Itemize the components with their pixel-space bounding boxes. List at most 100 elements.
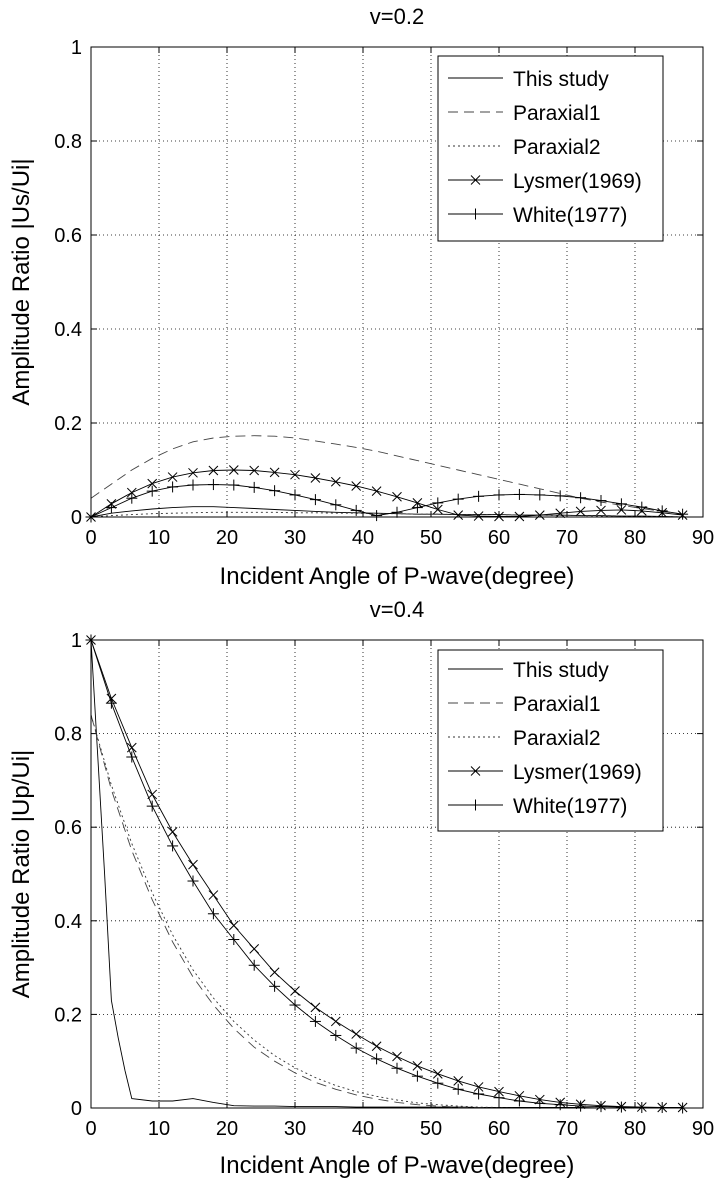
x-tick-label: 90 xyxy=(692,527,714,549)
y-tick-label: 0 xyxy=(71,507,82,529)
data-point-marker xyxy=(249,944,260,954)
y-tick-label: 0.6 xyxy=(54,225,82,247)
x-tick-labels: 0 10 20 30 40 50 60 70 80 90 xyxy=(85,1118,714,1140)
series-line-3 xyxy=(90,714,683,1109)
data-point-marker xyxy=(330,1016,341,1027)
data-point-marker xyxy=(310,1002,321,1013)
data-point-marker xyxy=(391,1062,403,1074)
data-point-marker xyxy=(248,959,260,971)
data-point-marker xyxy=(228,934,240,946)
chart-title: v=0.4 xyxy=(370,597,424,622)
x-tick-label: 30 xyxy=(284,527,306,549)
legend-label: Paraxial2 xyxy=(513,136,601,159)
data-point-marker xyxy=(493,489,505,501)
data-point-marker xyxy=(188,859,198,870)
x-axis-label: Incident Angle of P-wave(degree) xyxy=(220,1152,575,1179)
x-tick-label: 30 xyxy=(284,1118,306,1140)
plot-frame xyxy=(90,639,704,1109)
data-point-marker xyxy=(248,481,260,493)
y-tick-label: 0.4 xyxy=(54,911,82,933)
data-point-marker xyxy=(473,511,484,521)
data-point-marker xyxy=(167,827,178,837)
x-tick-label: 10 xyxy=(148,527,170,549)
data-point-marker xyxy=(146,800,158,812)
legend: This study Paraxial1 Paraxial2 Lysmer(19… xyxy=(437,649,664,832)
data-point-marker xyxy=(595,495,607,507)
data-point-marker xyxy=(473,1082,484,1092)
data-point-marker xyxy=(228,920,239,931)
data-point-marker xyxy=(575,1100,587,1112)
x-tick-label: 0 xyxy=(85,1118,96,1140)
legend-label: Paraxial2 xyxy=(513,727,601,750)
data-point-marker xyxy=(493,1092,505,1104)
data-point-marker xyxy=(147,478,158,489)
legend: This study Paraxial1 Paraxial2 Lysmer(19… xyxy=(437,55,664,242)
data-point-marker xyxy=(208,890,219,900)
series-group xyxy=(85,634,689,1114)
ticks xyxy=(90,46,704,518)
data-point-marker xyxy=(126,492,138,504)
data-point-marker xyxy=(575,506,586,517)
y-axis-label: Amplitude Ratio |Up/Ui| xyxy=(8,750,35,999)
data-point-marker xyxy=(534,489,546,501)
chart-title: v=0.2 xyxy=(370,4,424,29)
data-point-marker xyxy=(208,465,219,476)
data-point-marker xyxy=(167,472,178,482)
data-point-marker xyxy=(126,751,138,763)
legend-label: Lysmer(1969) xyxy=(513,761,642,784)
data-point-marker xyxy=(616,505,627,515)
data-point-marker xyxy=(412,1061,423,1071)
series-line-4 xyxy=(90,469,683,518)
data-point-marker xyxy=(290,986,300,996)
y-tick-label: 0.8 xyxy=(54,131,82,153)
data-point-marker xyxy=(207,479,219,491)
x-tick-label: 60 xyxy=(488,1118,510,1140)
x-tick-label: 70 xyxy=(556,1118,578,1140)
data-point-marker xyxy=(146,485,158,497)
x-tick-label: 0 xyxy=(85,527,96,549)
y-tick-label: 1 xyxy=(71,630,82,652)
data-point-marker xyxy=(656,505,668,517)
x-tick-label: 50 xyxy=(420,1118,442,1140)
data-point-marker xyxy=(554,490,566,502)
data-point-marker xyxy=(126,742,137,753)
x-tick-label: 60 xyxy=(488,527,510,549)
y-tick-label: 0.8 xyxy=(54,724,82,746)
data-point-marker xyxy=(187,479,199,491)
series-line-2 xyxy=(90,714,683,1109)
data-point-marker xyxy=(534,1097,546,1109)
x-tick-label: 20 xyxy=(216,527,238,549)
data-point-marker xyxy=(615,1101,627,1113)
chart-v04: v=0.4 0 10 20 30 40 50 60 70 80 90 0 0.2 0.4 0.6 0.8 1… xyxy=(8,597,714,1179)
data-point-marker xyxy=(494,1086,504,1097)
y-tick-labels: 0 0.2 0.4 0.6 0.8 1 xyxy=(54,630,82,1120)
data-point-marker xyxy=(228,465,239,475)
data-point-marker xyxy=(677,508,689,520)
x-tick-label: 40 xyxy=(352,1118,374,1140)
data-point-marker xyxy=(147,789,158,800)
data-point-marker xyxy=(330,476,341,487)
legend-label: This study xyxy=(513,659,609,682)
data-point-marker xyxy=(269,485,281,497)
data-point-marker xyxy=(269,967,280,978)
data-point-marker xyxy=(290,469,300,480)
legend-marker xyxy=(470,799,481,811)
y-tick-label: 0.2 xyxy=(54,1004,82,1026)
legend-label: This study xyxy=(513,68,609,91)
data-point-marker xyxy=(167,840,179,852)
data-point-marker xyxy=(555,508,566,519)
data-point-marker xyxy=(187,875,199,887)
series-group xyxy=(85,435,689,523)
data-point-marker xyxy=(473,1088,485,1100)
legend-marker xyxy=(470,766,481,776)
data-point-marker xyxy=(371,510,383,522)
y-tick-labels: 0 0.2 0.4 0.6 0.8 1 xyxy=(54,37,82,529)
data-point-marker xyxy=(309,1015,321,1027)
data-point-marker xyxy=(228,479,240,491)
data-point-marker xyxy=(167,481,179,493)
data-point-marker xyxy=(126,487,137,498)
data-point-marker xyxy=(513,1095,525,1107)
data-point-marker xyxy=(432,504,443,515)
y-tick-label: 0 xyxy=(71,1098,82,1120)
data-point-marker xyxy=(513,488,525,500)
